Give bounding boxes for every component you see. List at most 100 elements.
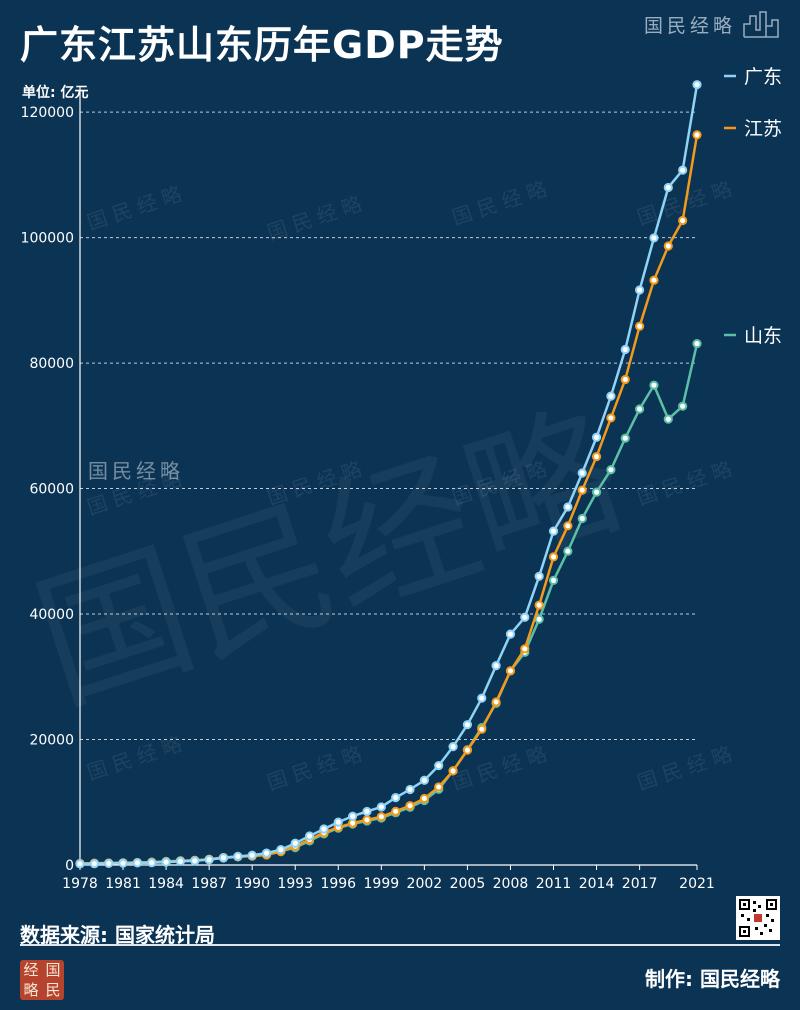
x-tick-label: 1984 xyxy=(148,876,184,892)
watermark-brand: 国民经略 xyxy=(88,459,184,483)
x-tick-label: 1987 xyxy=(191,876,227,892)
data-point xyxy=(606,391,616,401)
watermark-text: 国民经略 xyxy=(634,740,740,795)
seal-char: 民 xyxy=(45,981,61,999)
data-point xyxy=(419,775,429,785)
watermark-text: 国民经略 xyxy=(84,180,190,235)
data-point xyxy=(405,784,415,795)
data-point xyxy=(548,526,559,536)
data-point xyxy=(147,858,157,868)
data-point xyxy=(175,856,186,866)
data-point xyxy=(218,853,229,863)
data-point xyxy=(635,404,645,414)
x-tick-label: 2011 xyxy=(536,876,572,892)
made-by: 制作: 国民经略 xyxy=(645,967,780,991)
watermark-text: 国民经略 xyxy=(634,455,740,510)
data-point xyxy=(376,802,386,812)
data-point xyxy=(304,831,315,841)
x-tick-label: 1990 xyxy=(234,876,270,892)
data-point xyxy=(434,782,444,792)
y-tick-label: 20000 xyxy=(29,733,74,749)
y-tick-label: 40000 xyxy=(29,607,74,623)
data-point xyxy=(534,571,544,581)
data-point xyxy=(649,233,659,243)
watermark-text: 国民经略 xyxy=(634,175,740,230)
data-point xyxy=(678,165,688,175)
data-point xyxy=(563,502,573,512)
data-point xyxy=(548,575,559,585)
x-tick-label: 1993 xyxy=(277,876,313,892)
data-point xyxy=(635,321,645,331)
data-point xyxy=(362,815,372,825)
legend-label: 广东 xyxy=(744,66,782,88)
data-point xyxy=(247,850,257,860)
unit-label: 单位: 亿元 xyxy=(22,85,89,101)
data-point xyxy=(563,546,573,556)
data-point xyxy=(591,452,602,462)
data-point xyxy=(505,629,516,639)
data-point xyxy=(663,182,673,193)
data-point xyxy=(161,857,171,867)
data-point xyxy=(362,806,372,817)
y-tick-label: 100000 xyxy=(21,231,74,247)
x-tick-label: 1996 xyxy=(320,876,356,892)
qr-code-icon xyxy=(739,899,777,937)
watermark-text: 国民经略 xyxy=(264,190,370,245)
data-point xyxy=(491,697,501,707)
data-point xyxy=(491,661,501,671)
x-tick-label: 2002 xyxy=(407,876,443,892)
data-point xyxy=(391,806,401,816)
footer-divider xyxy=(20,944,780,946)
data-point xyxy=(678,215,688,226)
data-point xyxy=(620,433,630,443)
x-tick-label: 1981 xyxy=(105,876,141,892)
brand-seal: 经 国 略 民 xyxy=(20,960,64,1000)
data-point xyxy=(462,745,473,755)
data-point xyxy=(606,413,616,423)
data-point xyxy=(462,720,473,730)
watermark-text: 国民经略 xyxy=(449,175,555,230)
brand-logo: 国民经略 xyxy=(644,8,782,38)
legend-label: 山东 xyxy=(744,325,782,347)
data-point xyxy=(448,742,458,752)
data-point xyxy=(520,612,530,622)
legend-label: 江苏 xyxy=(744,118,782,140)
data-point xyxy=(577,468,587,478)
y-tick-label: 120000 xyxy=(21,105,74,121)
data-point xyxy=(692,339,702,349)
qr-code[interactable] xyxy=(736,896,780,940)
data-point xyxy=(190,856,200,866)
x-tick-label: 2014 xyxy=(579,876,615,892)
data-point xyxy=(692,80,702,90)
data-point xyxy=(118,858,128,868)
data-point xyxy=(261,848,272,858)
data-point xyxy=(132,858,142,868)
watermark-large: 国民经略 xyxy=(17,383,641,734)
data-point xyxy=(348,811,358,821)
data-point xyxy=(75,859,85,869)
data-point xyxy=(477,693,487,703)
data-point xyxy=(534,600,544,610)
brand-name: 国民经略 xyxy=(643,15,736,37)
page-title: 广东江苏山东历年GDP走势 xyxy=(20,23,504,67)
data-point xyxy=(577,513,587,524)
data-point xyxy=(663,241,673,251)
x-tick-label: 2017 xyxy=(622,876,658,892)
data-point xyxy=(692,130,702,140)
data-point xyxy=(290,838,300,848)
data-point xyxy=(548,552,559,562)
data-point xyxy=(233,851,243,861)
data-point xyxy=(678,401,688,411)
data-point xyxy=(276,845,286,855)
data-point xyxy=(104,858,114,869)
data-point xyxy=(577,485,587,495)
data-point xyxy=(391,793,401,803)
x-tick-label: 1978 xyxy=(62,876,98,892)
seal-char: 经 xyxy=(23,961,39,979)
watermark-text: 国民经略 xyxy=(264,740,370,795)
seal-char: 国 xyxy=(45,961,61,979)
data-point xyxy=(606,465,616,475)
seal-char: 略 xyxy=(23,981,39,999)
data-point xyxy=(333,817,343,827)
data-point xyxy=(448,766,458,776)
